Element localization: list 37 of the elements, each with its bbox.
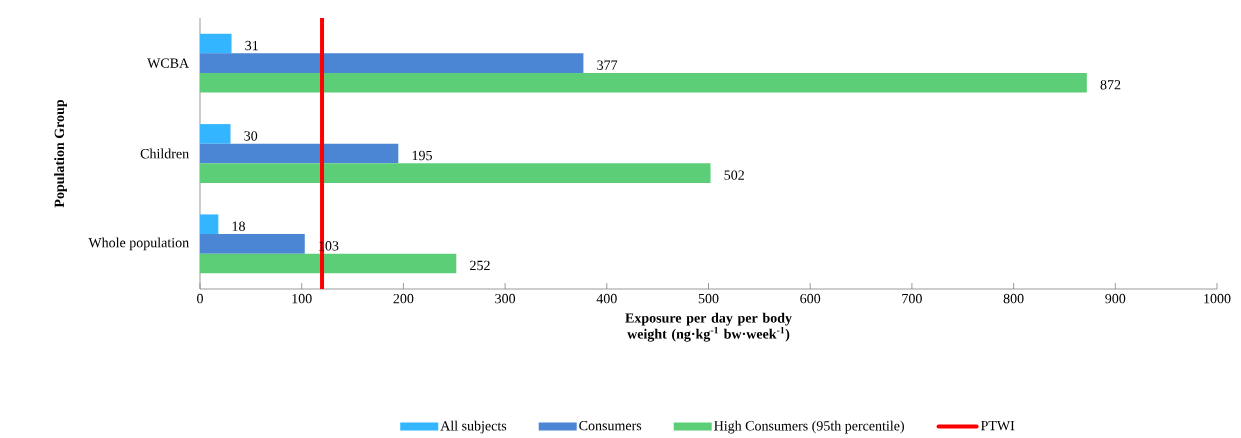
x-tick-label: 500 — [698, 293, 719, 304]
bar — [200, 234, 305, 254]
y-tick-label: Children — [140, 148, 189, 159]
bar — [200, 72, 1087, 93]
x-tick-label: 900 — [1105, 293, 1126, 304]
bar — [200, 33, 232, 54]
x-tick-label: 0 — [197, 293, 203, 304]
x-tick-label: 200 — [393, 293, 414, 304]
bar — [200, 214, 219, 235]
x-tick-label: 700 — [902, 293, 922, 304]
bar — [200, 143, 399, 164]
data-label: 377 — [597, 60, 618, 70]
x-axis-title: Exposure per day per body weight (ng·kg$^{-1}$ bw·week$^{-1}$) — [625, 312, 792, 342]
legend-label: High Consumers (95th percentile) — [714, 420, 904, 434]
x-tick-label: 600 — [800, 293, 821, 304]
data-label: 30 — [244, 131, 258, 141]
legend-label: PTWI — [980, 420, 1015, 431]
y-tick-label: Whole population — [88, 237, 189, 251]
bar — [200, 53, 584, 73]
bar — [200, 253, 457, 274]
data-label: 872 — [1100, 80, 1121, 90]
legend-label: All subjects — [440, 420, 507, 434]
data-label: 18 — [232, 221, 245, 231]
x-tick-label: 300 — [495, 293, 516, 304]
x-tick-label: 800 — [1003, 293, 1024, 304]
data-label: 502 — [724, 170, 744, 180]
bar — [200, 124, 231, 144]
data-label: 252 — [470, 260, 490, 271]
data-label: 195 — [412, 150, 432, 161]
y-tick-label: WCBA — [147, 58, 190, 68]
legend-label: Consumers — [579, 420, 642, 431]
x-tick-label: 400 — [596, 293, 617, 304]
x-tick-label: 100 — [292, 293, 312, 304]
bar — [200, 163, 711, 183]
data-label: 31 — [245, 40, 258, 51]
x-tick-label: 1000 — [1204, 293, 1231, 304]
y-axis-title: Population Group — [54, 99, 67, 208]
